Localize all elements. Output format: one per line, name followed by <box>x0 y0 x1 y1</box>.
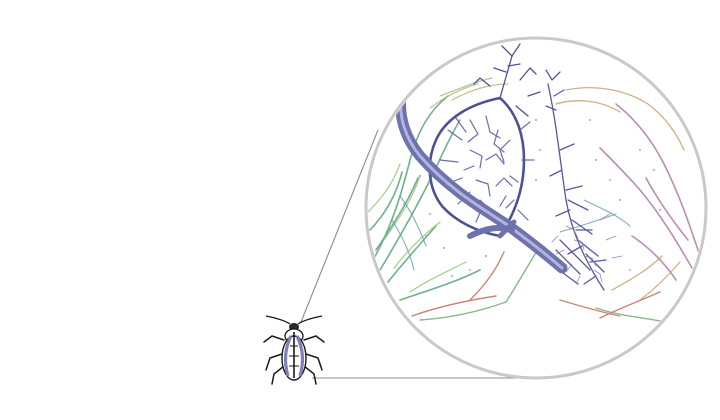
lens-rim <box>364 36 708 380</box>
left-lateral-branches-light <box>368 77 493 293</box>
teal-branches <box>391 195 631 271</box>
beetle-trachea-right <box>295 335 304 377</box>
beetle-antenna-right <box>297 315 323 325</box>
right-lateral-branches <box>599 103 701 281</box>
main-trunk <box>395 82 568 274</box>
top-left-tuft <box>473 43 541 117</box>
right-dense-cluster <box>545 69 607 291</box>
tracheal-network <box>368 43 701 323</box>
right-fine-twigs <box>551 213 623 285</box>
left-dense-twigs <box>439 115 535 223</box>
beetle-segments <box>289 345 299 367</box>
beetle-legs <box>263 335 325 385</box>
beetle-trachea-left <box>284 335 293 377</box>
lower-branches <box>411 251 661 319</box>
zoom-line-upper <box>300 129 379 323</box>
magnifier-lens-icon <box>364 36 708 380</box>
fine-tracheoles <box>402 118 662 278</box>
beetle-icon <box>263 315 325 385</box>
right-lateral-branches-tan <box>555 87 685 301</box>
zoom-connector <box>300 129 536 379</box>
beetle-antenna-left <box>265 315 291 325</box>
lens-fill <box>365 37 707 379</box>
